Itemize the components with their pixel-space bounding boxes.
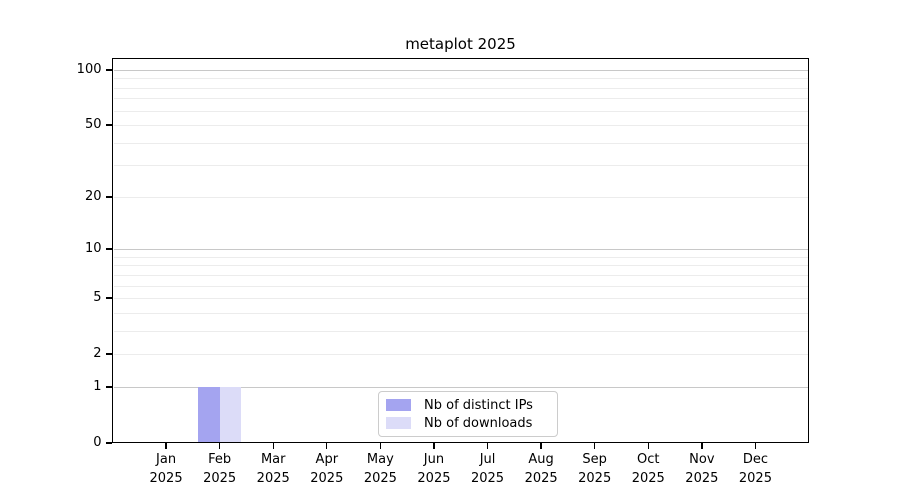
- x-tick-month: Dec: [742, 452, 768, 467]
- x-tick-mark: [593, 443, 596, 449]
- gridline-minor: [114, 256, 808, 258]
- gridline-minor: [114, 330, 808, 332]
- y-tick-label: 5: [93, 290, 102, 306]
- x-tick-month: Jun: [423, 452, 445, 467]
- gridline-minor: [114, 354, 808, 356]
- gridline-major: [114, 69, 808, 71]
- bar-downloads: [219, 386, 242, 443]
- legend-entry-distinct-ips: Nb of distinct IPs: [386, 396, 550, 414]
- x-tick-month: Mar: [260, 452, 286, 467]
- x-tick-year: 2025: [256, 470, 290, 486]
- gridline-major: [114, 249, 808, 251]
- x-tick-mark: [540, 443, 542, 449]
- gridline-major: [114, 386, 808, 388]
- x-tick-mark: [433, 443, 435, 449]
- x-tick-mark: [165, 443, 167, 449]
- x-tick-label: Apr 2025: [295, 451, 359, 488]
- x-tick-mark: [754, 443, 757, 449]
- y-tick-label: 0: [93, 435, 102, 450]
- legend-swatch-distinct-ips: [386, 399, 411, 411]
- x-tick-label: Sep 2025: [563, 451, 627, 488]
- x-tick-month: Nov: [689, 452, 715, 467]
- x-tick-year: 2025: [417, 470, 451, 486]
- gridline-minor: [114, 142, 808, 144]
- gridline-minor: [114, 125, 808, 127]
- gridline-minor: [114, 265, 808, 267]
- x-tick-label: May 2025: [348, 451, 412, 488]
- x-tick-year: 2025: [578, 470, 612, 486]
- x-tick-month: Apr: [315, 452, 339, 467]
- x-tick-mark: [379, 443, 382, 449]
- gridline-minor: [114, 87, 808, 89]
- bar-distinct-ips: [198, 386, 220, 443]
- legend-label-downloads: Nb of downloads: [424, 415, 533, 431]
- x-tick-label: Jun 2025: [402, 451, 466, 488]
- legend: Nb of distinct IPs Nb of downloads: [378, 391, 558, 437]
- gridline-minor: [114, 285, 808, 287]
- x-tick-mark: [486, 443, 489, 449]
- x-tick-label: Mar 2025: [241, 451, 305, 488]
- y-tick-mark: [106, 442, 112, 444]
- legend-entry-downloads: Nb of downloads: [386, 414, 550, 432]
- gridline-minor: [114, 298, 808, 300]
- gridline-minor: [114, 274, 808, 276]
- chart-title: metaplot 2025: [405, 35, 516, 53]
- y-tick-label: 2: [93, 346, 102, 362]
- x-tick-month: Sep: [582, 452, 607, 467]
- x-tick-year: 2025: [631, 470, 665, 486]
- x-tick-year: 2025: [738, 470, 772, 486]
- x-tick-month: Oct: [637, 452, 660, 467]
- x-tick-year: 2025: [470, 470, 505, 486]
- x-tick-label: Nov 2025: [670, 451, 734, 488]
- x-tick-month: Feb: [208, 452, 232, 467]
- y-tick-label: 100: [76, 61, 102, 77]
- y-tick-mark: [106, 69, 112, 71]
- x-tick-label: Jan 2025: [134, 451, 198, 488]
- x-tick-month: Aug: [528, 452, 554, 467]
- x-tick-month: May: [366, 452, 394, 467]
- y-tick-mark: [106, 353, 112, 355]
- x-tick-mark: [647, 443, 649, 449]
- x-tick-year: 2025: [310, 470, 344, 486]
- x-tick-mark: [272, 443, 274, 449]
- legend-swatch-downloads: [386, 417, 411, 429]
- y-tick-label: 1: [93, 378, 102, 394]
- gridline-minor: [114, 196, 808, 198]
- x-tick-label: Feb 2025: [188, 451, 252, 488]
- y-tick-mark: [106, 297, 112, 299]
- x-tick-year: 2025: [685, 470, 719, 486]
- x-tick-year: 2025: [149, 470, 183, 486]
- y-tick-label: 50: [84, 117, 102, 133]
- x-tick-mark: [701, 443, 703, 449]
- gridline-minor: [114, 165, 808, 167]
- x-tick-year: 2025: [524, 470, 558, 486]
- x-tick-mark: [218, 443, 221, 449]
- y-tick-mark: [106, 386, 112, 388]
- y-tick-label: 20: [84, 188, 102, 204]
- x-tick-year: 2025: [363, 470, 397, 486]
- gridline-minor: [114, 312, 808, 314]
- x-tick-label: Aug 2025: [509, 451, 573, 488]
- x-tick-label: Dec 2025: [723, 451, 787, 488]
- x-tick-label: Jul 2025: [456, 451, 520, 488]
- y-tick-label: 10: [84, 241, 102, 257]
- x-tick-mark: [326, 443, 328, 449]
- legend-label-distinct-ips: Nb of distinct IPs: [424, 397, 533, 413]
- gridline-minor: [114, 98, 808, 100]
- x-tick-month: Jul: [479, 452, 496, 467]
- x-tick-year: 2025: [203, 470, 237, 486]
- x-tick-month: Jan: [156, 452, 177, 467]
- y-tick-mark: [106, 124, 112, 126]
- y-tick-mark: [106, 248, 112, 250]
- x-tick-label: Oct 2025: [616, 451, 680, 488]
- plot-area-border: [112, 58, 809, 443]
- gridline-minor: [114, 78, 808, 80]
- y-tick-mark: [106, 196, 112, 198]
- gridline-minor: [114, 110, 808, 112]
